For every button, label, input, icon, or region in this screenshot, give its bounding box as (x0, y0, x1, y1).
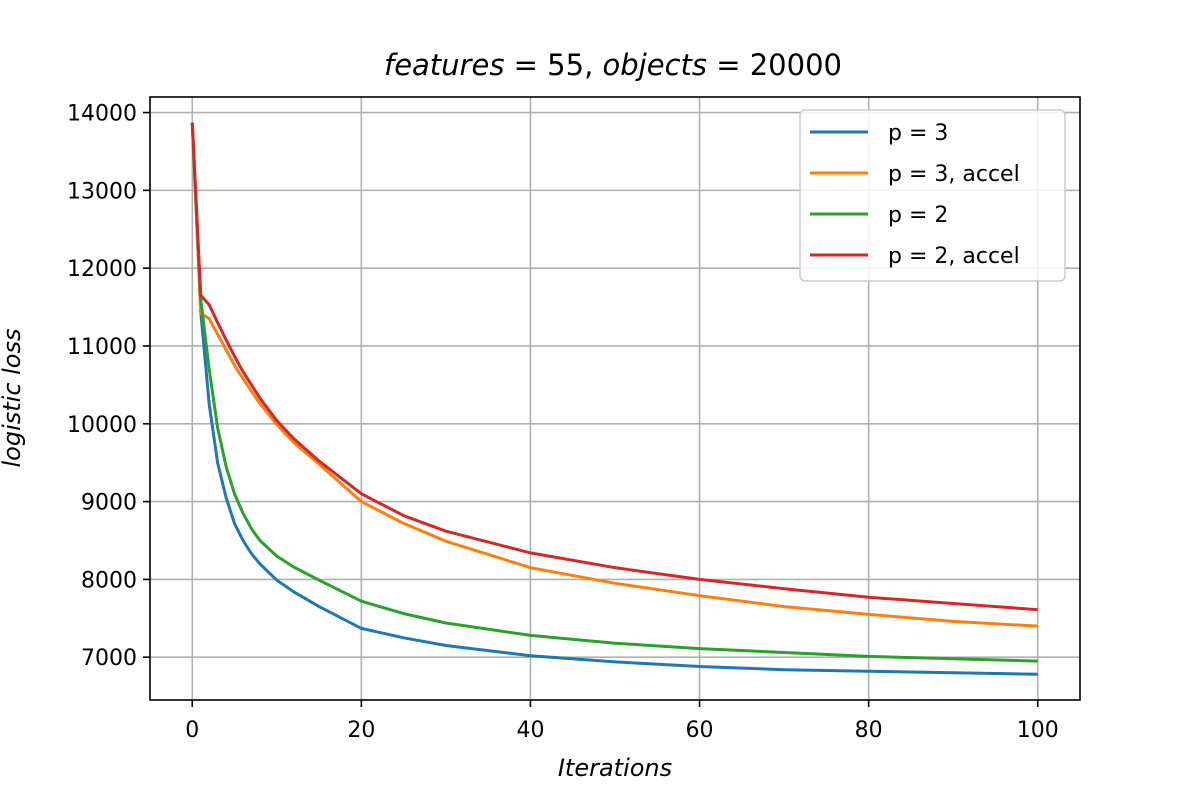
y-tick-label: 12000 (67, 257, 137, 282)
series-line-4 (190, 122, 1038, 612)
x-tick-label: 20 (347, 718, 375, 743)
y-axis-ticks: 7000 8000 9000 10000 11000 12000 13000 14000 (67, 102, 150, 671)
plot-frame (149, 96, 1081, 701)
legend-label-3: p = 2 (888, 203, 948, 228)
legend-label-2: p = 3, accel (888, 162, 1020, 187)
x-tick-label: 0 (185, 718, 199, 743)
y-tick-label: 10000 (67, 413, 137, 438)
y-tick-label: 8000 (81, 568, 137, 593)
x-tick-label: 100 (1017, 718, 1059, 743)
y-tick-label: 9000 (81, 491, 137, 516)
x-tick-label: 60 (686, 718, 714, 743)
x-axis-label: Iterations (558, 754, 672, 782)
series-line-3 (190, 122, 1038, 663)
y-tick-label: 7000 (81, 646, 137, 671)
y-tick-label: 13000 (67, 179, 137, 204)
x-tick-label: 40 (516, 718, 544, 743)
legend-box (799, 109, 1066, 282)
legend-label-1: p = 3 (888, 121, 948, 146)
series-line-1 (190, 122, 1038, 676)
y-tick-label: 11000 (67, 335, 137, 360)
y-axis-label: logistic loss (0, 328, 26, 467)
legend-entries: p = 3 p = 3, accel p = 2 p = 2, accel (810, 121, 1020, 269)
x-tick-label: 80 (855, 718, 883, 743)
y-tick-label: 14000 (67, 102, 137, 127)
legend: p = 3 p = 3, accel p = 2 p = 2, accel (799, 109, 1066, 282)
series-lines (190, 122, 1038, 676)
chart-title: features = 55, objects = 20000 (384, 48, 842, 82)
legend-label-4: p = 2, accel (888, 244, 1020, 269)
x-axis-ticks: 0 20 40 60 80 100 (185, 700, 1059, 743)
series-line-2 (190, 122, 1038, 628)
